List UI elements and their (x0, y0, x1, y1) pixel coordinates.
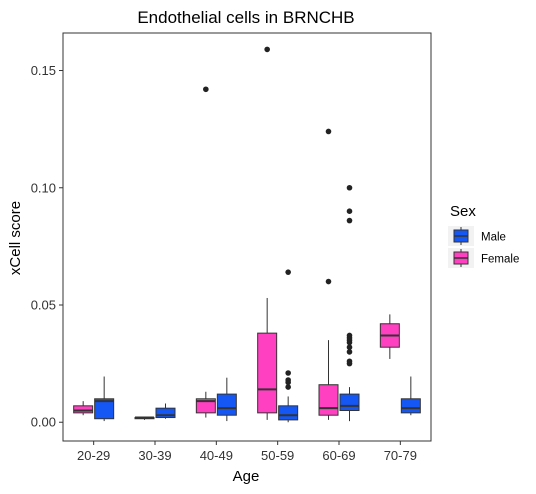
box-female-60-69 (318, 128, 339, 420)
y-tick-label: 0.15 (31, 63, 56, 78)
box-female-50-59 (257, 46, 278, 420)
y-tick-label: 0.05 (31, 298, 56, 313)
box-iqr (155, 407, 176, 419)
box-iqr (216, 393, 237, 416)
box-iqr (257, 332, 278, 414)
outlier-point (346, 344, 353, 351)
outlier-point (264, 46, 270, 53)
box-iqr (318, 384, 339, 416)
outlier-point (285, 370, 291, 376)
x-tick-label: 50-59 (261, 448, 294, 463)
x-tick-label: 20-29 (77, 448, 110, 463)
outlier-point (346, 332, 353, 339)
legend-title: Sex (450, 203, 476, 220)
legend: Sex Male Female (448, 203, 519, 268)
outlier-point (285, 377, 291, 383)
box-male-30-39 (155, 403, 176, 419)
legend-label: Male (481, 232, 506, 244)
box-male-60-69 (339, 184, 360, 422)
box-iqr (400, 398, 421, 414)
outlier-point (346, 217, 353, 224)
outlier-point (285, 384, 291, 390)
box-male-20-29 (94, 376, 115, 422)
box-female-30-39 (134, 416, 155, 420)
x-axis-label: Age (233, 468, 260, 485)
outlier-point (346, 184, 353, 191)
box-male-70-79 (400, 376, 421, 416)
outlier-point (346, 349, 353, 355)
plot-area: 0.00 0.05 0.10 0.15 20-29 30-39 40-49 50-59 60-6… (31, 32, 432, 463)
box-iqr (278, 405, 299, 421)
box-iqr (339, 393, 360, 412)
box-male-40-49 (216, 377, 237, 422)
y-tick-label: 0.10 (31, 180, 56, 195)
x-tick-label: 70-79 (384, 448, 417, 463)
x-tick-label: 40-49 (200, 448, 233, 463)
chart-title: Endothelial cells in BRNCHB (137, 8, 354, 27)
legend-label: Female (481, 254, 519, 266)
box-iqr (94, 398, 115, 420)
outlier-point (203, 86, 209, 93)
box-iqr (195, 398, 216, 414)
box-iqr (73, 405, 94, 414)
outlier-point (346, 358, 353, 365)
box-female-70-79 (379, 314, 400, 359)
outlier-point (285, 269, 291, 275)
box-male-50-59 (278, 269, 299, 423)
legend-item-male: Male (448, 226, 506, 246)
plot-panel (62, 32, 432, 442)
y-tick-label: 0.00 (31, 415, 56, 430)
box-female-40-49 (195, 86, 216, 418)
outlier-point (325, 128, 332, 135)
box-female-20-29 (73, 401, 94, 416)
outlier-point (346, 208, 353, 215)
x-tick-label: 60-69 (322, 448, 355, 463)
x-tick-label: 30-39 (138, 448, 171, 463)
legend-item-female: Female (448, 248, 519, 268)
y-axis-label: xCell score (7, 201, 24, 275)
outlier-point (325, 278, 332, 285)
